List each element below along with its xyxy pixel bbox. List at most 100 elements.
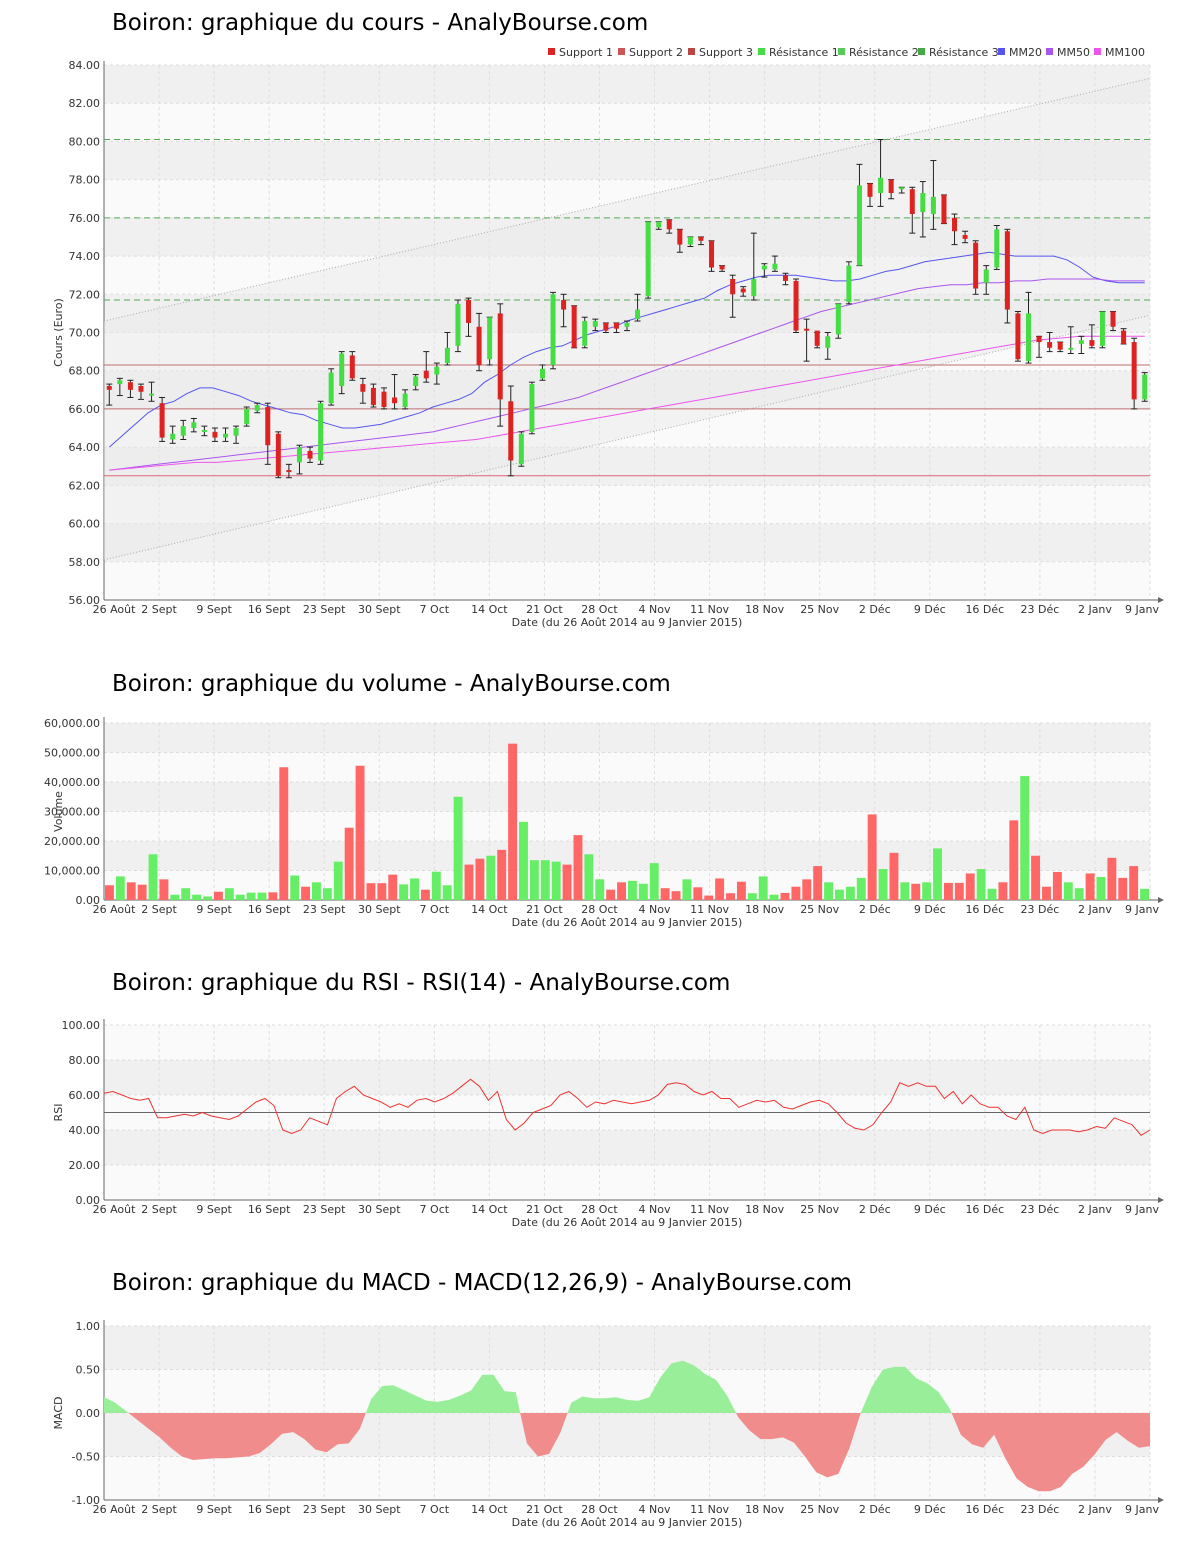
price-ytick-label: 68.00 bbox=[69, 365, 101, 378]
legend-swatch bbox=[918, 48, 925, 55]
volume-bar bbox=[878, 869, 888, 900]
candle-body bbox=[476, 326, 482, 365]
price-xtick-label: 26 Août bbox=[93, 603, 137, 616]
volume-bar bbox=[224, 888, 234, 900]
candle-body bbox=[159, 403, 165, 438]
macd-xtick-label: 16 Déc bbox=[965, 1503, 1004, 1516]
volume-xtick-label: 9 Sept bbox=[196, 903, 232, 916]
candle-body bbox=[677, 229, 683, 245]
volume-xtick-label: 21 Oct bbox=[526, 903, 563, 916]
macd-ytick-label: 0.00 bbox=[76, 1407, 101, 1420]
candle-body bbox=[656, 221, 662, 228]
candle-body bbox=[223, 433, 229, 438]
volume-y-label: Volume bbox=[52, 791, 65, 832]
candle-body bbox=[487, 317, 493, 360]
rsi-xtick-label: 2 Janv bbox=[1078, 1203, 1112, 1216]
candle-body bbox=[413, 376, 419, 386]
volume-bar bbox=[628, 880, 637, 900]
volume-bar bbox=[497, 849, 507, 900]
macd-xtick-label: 2 Déc bbox=[859, 1503, 891, 1516]
volume-bar bbox=[290, 875, 300, 900]
volume-ytick-label: 30,000.00 bbox=[44, 806, 100, 819]
price-xtick-label: 7 Oct bbox=[420, 603, 450, 616]
volume-bar bbox=[736, 881, 746, 900]
volume-band bbox=[104, 811, 1150, 841]
volume-bar bbox=[824, 882, 834, 900]
macd-xtick-label: 9 Déc bbox=[914, 1503, 946, 1516]
candle-body bbox=[497, 313, 503, 400]
volume-bar bbox=[1063, 882, 1073, 900]
volume-bar bbox=[312, 882, 321, 900]
volume-xtick-label: 30 Sept bbox=[358, 903, 401, 916]
volume-bar bbox=[442, 885, 452, 900]
legend-label: Support 1 bbox=[559, 46, 613, 59]
rsi-ytick-label: 40.00 bbox=[69, 1124, 101, 1137]
price-xtick-label: 28 Oct bbox=[581, 603, 618, 616]
mm100-line bbox=[109, 335, 1145, 471]
candle-body bbox=[962, 235, 968, 239]
volume-bar bbox=[333, 861, 343, 900]
candle-body bbox=[318, 403, 324, 461]
macd-xtick-label: 25 Nov bbox=[800, 1503, 839, 1516]
volume-bar bbox=[911, 883, 921, 900]
volume-bar bbox=[617, 882, 626, 900]
volume-ytick-label: 40,000.00 bbox=[44, 776, 100, 789]
volume-xtick-label: 16 Déc bbox=[965, 903, 1004, 916]
volume-bar bbox=[1140, 888, 1149, 900]
volume-bar bbox=[388, 874, 398, 900]
candle-body bbox=[804, 328, 810, 331]
candle-body bbox=[867, 183, 873, 197]
candle-body bbox=[698, 236, 704, 241]
rsi-xtick-label: 30 Sept bbox=[358, 1203, 401, 1216]
macd-xtick-label: 23 Sept bbox=[303, 1503, 346, 1516]
volume-bar bbox=[704, 895, 714, 900]
volume-bar bbox=[420, 889, 430, 900]
volume-bar bbox=[213, 891, 223, 900]
rsi-xtick-label: 11 Nov bbox=[690, 1203, 729, 1216]
volume-bar bbox=[529, 860, 539, 900]
volume-bar bbox=[1009, 820, 1019, 900]
candle-body bbox=[645, 221, 651, 297]
candle-body bbox=[307, 450, 313, 459]
macd-xtick-label: 14 Oct bbox=[471, 1503, 508, 1516]
candle-body bbox=[370, 387, 376, 406]
candle-body bbox=[983, 269, 989, 283]
volume-bar bbox=[181, 888, 191, 900]
trend-upper-line bbox=[103, 77, 1151, 322]
macd-xtick-label: 26 Août bbox=[93, 1503, 137, 1516]
macd-ytick-label: -0.50 bbox=[72, 1451, 100, 1464]
rsi-xtick-label: 16 Sept bbox=[248, 1203, 291, 1216]
candle-body bbox=[1089, 340, 1095, 346]
volume-bar bbox=[584, 854, 594, 900]
macd-x-label: Date (du 26 Août 2014 au 9 Janvier 2015) bbox=[512, 1516, 743, 1529]
volume-bar bbox=[845, 886, 855, 900]
volume-bar bbox=[715, 878, 725, 900]
candle-body bbox=[740, 288, 746, 293]
trend-lower-line bbox=[103, 314, 1151, 561]
volume-bar bbox=[475, 858, 485, 900]
price-ytick-label: 80.00 bbox=[69, 135, 101, 148]
volume-bar bbox=[998, 882, 1008, 900]
volume-bar bbox=[355, 765, 365, 900]
volume-xtick-label: 2 Janv bbox=[1078, 903, 1112, 916]
volume-bar bbox=[933, 848, 942, 900]
candle-body bbox=[275, 433, 281, 476]
price-xtick-label: 18 Nov bbox=[745, 603, 784, 616]
macd-chart: 26 Août 2 Sept 9 Sept 16 Sept 23 Sept 30 Sept… bbox=[52, 1320, 1164, 1529]
rsi-xtick-label: 9 Janv bbox=[1125, 1203, 1159, 1216]
macd-xtick-label: 18 Nov bbox=[745, 1503, 784, 1516]
candle-body bbox=[392, 397, 398, 404]
candle-body bbox=[582, 321, 588, 346]
macd-ytick-label: -1.00 bbox=[72, 1494, 100, 1507]
price-ytick-label: 70.00 bbox=[69, 327, 101, 340]
price-xtick-label: 4 Nov bbox=[639, 603, 671, 616]
candle-body bbox=[201, 429, 207, 432]
macd-ytick-label: 0.50 bbox=[76, 1364, 101, 1377]
macd-negative-area bbox=[951, 1413, 1150, 1492]
price-xtick-label: 2 Déc bbox=[859, 603, 891, 616]
candle-body bbox=[1142, 374, 1148, 400]
candle-body bbox=[730, 279, 736, 295]
macd-ytick-label: 1.00 bbox=[76, 1320, 101, 1333]
price-band bbox=[104, 332, 1150, 371]
volume-bar bbox=[649, 863, 659, 900]
